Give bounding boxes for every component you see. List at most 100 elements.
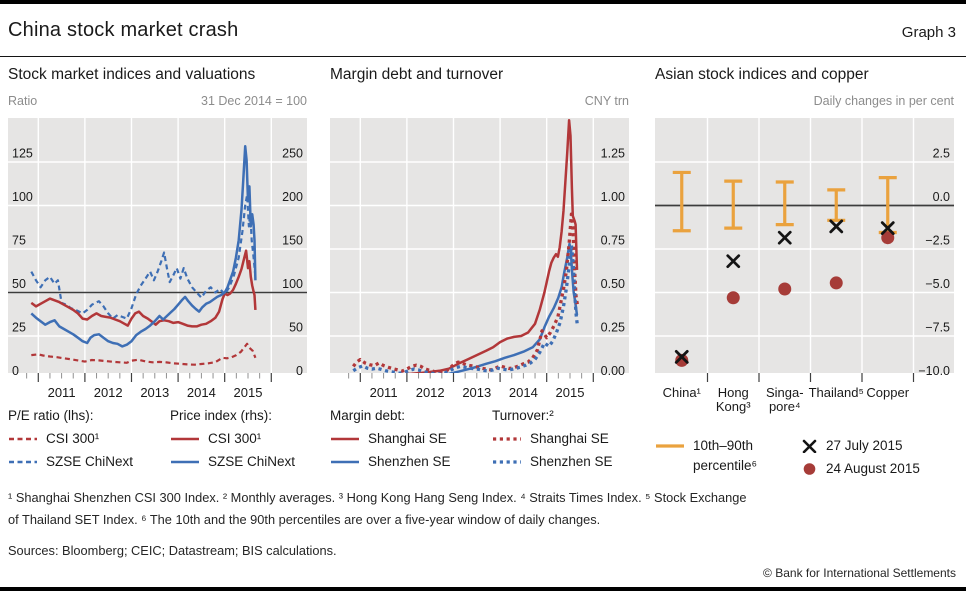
y-tick-label: 0 — [12, 364, 19, 378]
right-axis-caption: 31 Dec 2014 = 100 — [201, 94, 307, 108]
legend-swatch — [170, 434, 200, 444]
y-tick-label: 200 — [282, 190, 303, 204]
panel-title: Stock market indices and valuations — [8, 66, 256, 83]
legend-item: CSI 300¹ — [8, 427, 133, 450]
legend-swatch — [801, 462, 818, 476]
x-marker-icon — [802, 439, 817, 453]
legend-item: Shanghai SE — [492, 427, 613, 450]
solid-line-swatch-icon — [331, 460, 359, 463]
legend-column: Turnover:² Shanghai SE Shenzhen SE — [492, 404, 613, 473]
series-margin-debt-shanghai — [403, 118, 579, 373]
legend-item: Shanghai SE — [330, 427, 451, 450]
y-tick-label: −2.5 — [925, 233, 950, 247]
y-tick-label: 0.0 — [933, 190, 950, 204]
series-price-index-csi300 — [30, 249, 257, 328]
legend-swatch — [8, 457, 38, 467]
legend-column: Margin debt: Shanghai SE Shenzhen SE — [330, 404, 451, 473]
legend-item: Shenzhen SE — [330, 450, 451, 473]
panel-title: Margin debt and turnover — [330, 66, 504, 83]
series-turnover-shanghai — [351, 212, 580, 373]
category-label: Singa- — [766, 385, 804, 400]
legend-label: CSI 300¹ — [46, 431, 100, 446]
legend-swatch — [801, 439, 818, 453]
legend-item: Shenzhen SE — [492, 450, 613, 473]
percentile-whisker — [724, 179, 743, 230]
footnote-line-2: of Thailand SET Index. ⁶ The 10th and th… — [8, 512, 601, 527]
y-tick-label: 25 — [12, 320, 26, 334]
y-tick-label: 125 — [12, 146, 33, 160]
right-axis-caption: CNY trn — [584, 94, 629, 108]
legend-column: 27 July 2015 24 August 2015 — [801, 434, 920, 480]
footnote-line-1: ¹ Shanghai Shenzhen CSI 300 Index. ² Mon… — [8, 490, 747, 505]
legend-item: SZSE ChiNext — [8, 450, 133, 473]
header-divider — [0, 56, 966, 57]
legend-column: Price index (rhs): CSI 300¹ SZSE ChiNext — [170, 404, 295, 473]
copyright-notice: © Bank for International Settlements — [763, 566, 956, 580]
x-year-label: 2013 — [140, 385, 169, 400]
x-year-label: 2014 — [187, 385, 216, 400]
axis-captions: Daily changes in per cent — [655, 94, 954, 108]
jul27-x-marker — [829, 219, 844, 234]
solid-line-swatch-icon — [331, 437, 359, 440]
legend-label: 27 July 2015 — [826, 438, 903, 453]
dotdash-line-swatch-icon — [493, 436, 521, 441]
legend-header: Turnover:² — [492, 408, 554, 423]
panel-margin-turnover: Margin debt and turnover CNY trn 2011 201… — [330, 66, 629, 469]
y-tick-label: 1.00 — [601, 190, 625, 204]
legend-label: Shanghai SE — [530, 431, 609, 446]
legend-column: 10th–90th percentile⁶ — [655, 434, 757, 474]
jul27-x-marker — [880, 221, 895, 236]
series-turnover-shenzhen — [352, 243, 580, 373]
legend-swatch — [170, 457, 200, 467]
aug24-dot-marker — [778, 282, 792, 296]
category-label: Kong³ — [716, 399, 751, 414]
x-year-label: 2011 — [370, 385, 398, 400]
legend-label: Shenzhen SE — [530, 454, 613, 469]
y-tick-label: 50 — [12, 277, 26, 291]
legend-swatch — [492, 434, 522, 444]
thick-line-swatch-icon — [656, 443, 684, 448]
y-tick-label: 2.5 — [933, 146, 950, 160]
page-title: China stock market crash — [8, 19, 239, 41]
legend-swatch — [330, 457, 360, 467]
legend-swatch — [492, 457, 522, 467]
y-tick-label: 250 — [282, 146, 303, 160]
x-year-label: 2015 — [556, 385, 585, 400]
category-label: Copper — [866, 385, 909, 400]
plot-background — [330, 118, 629, 373]
panel-title: Asian stock indices and copper — [655, 66, 869, 83]
y-tick-label: −5.0 — [925, 277, 950, 291]
legend-label: Shanghai SE — [368, 431, 447, 446]
x-year-label: 2015 — [234, 385, 263, 400]
y-tick-label: 75 — [12, 233, 26, 247]
legend-item: 24 August 2015 — [801, 457, 920, 480]
percentile-whisker — [672, 170, 691, 233]
x-year-label: 2012 — [94, 385, 123, 400]
category-label: Thailand⁵ — [809, 385, 864, 400]
legend-item: CSI 300¹ — [170, 427, 295, 450]
top-rule-bar — [0, 0, 966, 4]
graph-number-label: Graph 3 — [901, 24, 956, 41]
category-label: Hong — [718, 385, 749, 400]
y-tick-label: 0.75 — [601, 233, 625, 247]
legend-label: 10th–90th — [693, 438, 754, 453]
dash-line-swatch-icon — [9, 437, 37, 440]
legend-label: Shenzhen SE — [368, 454, 451, 469]
bottom-rule-bar — [0, 587, 966, 591]
plot-background — [8, 118, 307, 373]
jul27-x-marker — [674, 349, 689, 364]
jul27-x-marker — [726, 254, 741, 269]
footnotes: ¹ Shanghai Shenzhen CSI 300 Index. ² Mon… — [8, 487, 958, 531]
legend-header: Margin debt: — [330, 408, 406, 423]
y-tick-label: −7.5 — [925, 320, 950, 334]
margin-chart: 2011 2012 2013 2014 2015 0.00 0.25 0.50 0.75 1.00… — [330, 118, 629, 400]
indices-chart: 2011 2012 2013 2014 2015 0 25 50 75 100 125 0 50 100 1… — [8, 118, 307, 400]
legend-column: P/E ratio (lhs): CSI 300¹ SZSE ChiNext — [8, 404, 133, 473]
legend-header: Price index (rhs): — [170, 408, 273, 423]
aug24-dot-marker — [881, 231, 895, 245]
y-tick-label: 100 — [282, 277, 303, 291]
x-year-label: 2013 — [462, 385, 491, 400]
series-pe-ratio-csi300 — [31, 342, 257, 366]
y-tick-label: 50 — [289, 320, 303, 334]
